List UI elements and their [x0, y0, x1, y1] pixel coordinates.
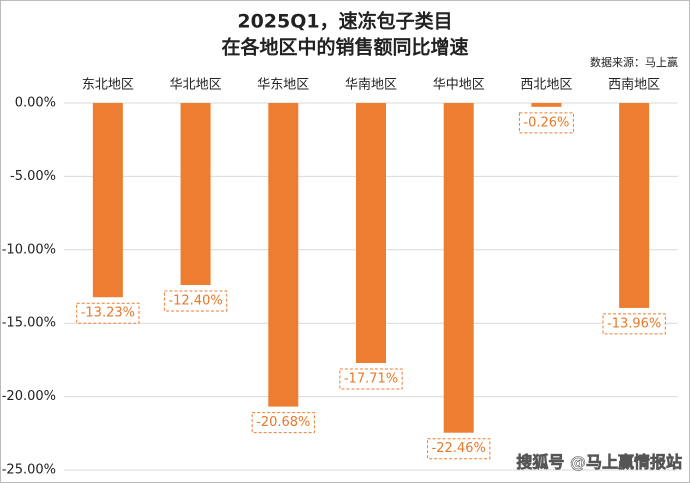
chart-title: 在各地区中的销售额同比增速	[221, 36, 468, 59]
bar	[268, 103, 299, 407]
value-label-box	[602, 313, 666, 335]
y-tick-label: -25.00%	[2, 463, 56, 478]
x-tick-label: 西南地区	[608, 77, 660, 93]
value-label: -0.26%	[523, 115, 569, 130]
watermark: 搜狐号 @马上赢情报站	[516, 453, 682, 472]
value-label: -22.46%	[432, 441, 486, 456]
value-label: -12.40%	[168, 294, 222, 309]
value-label-box	[339, 368, 403, 390]
bar	[443, 103, 474, 433]
value-label-box	[76, 302, 140, 324]
y-tick-label: -10.00%	[2, 242, 56, 257]
y-tick-label: -5.00%	[10, 169, 56, 184]
x-tick-label: 华中地区	[433, 78, 485, 93]
value-label-box	[518, 112, 574, 134]
value-label-box	[163, 290, 228, 312]
bar	[619, 103, 650, 308]
source-note: 数据来源：马上赢	[590, 55, 678, 69]
value-label: -13.96%	[607, 316, 661, 331]
y-tick-label: -15.00%	[2, 316, 56, 331]
value-label: -13.23%	[81, 306, 135, 321]
bar	[92, 103, 123, 298]
bar	[180, 103, 211, 286]
value-label-box	[427, 438, 491, 460]
x-tick-label: 华北地区	[170, 78, 222, 93]
bar	[356, 103, 386, 363]
y-tick-label: 0.00%	[15, 96, 56, 111]
x-tick-label: 华南地区	[345, 77, 397, 93]
value-label: -20.68%	[256, 415, 310, 430]
value-label-box	[251, 412, 315, 434]
value-label: -17.71%	[344, 371, 398, 386]
x-tick-label: 东北地区	[82, 78, 134, 93]
y-tick-label: -20.00%	[2, 389, 56, 404]
bar	[531, 103, 562, 107]
chart-title: 2025Q1，速冻包子类目	[237, 10, 452, 33]
x-tick-label: 西北地区	[520, 78, 572, 93]
x-tick-label: 华东地区	[257, 78, 309, 93]
